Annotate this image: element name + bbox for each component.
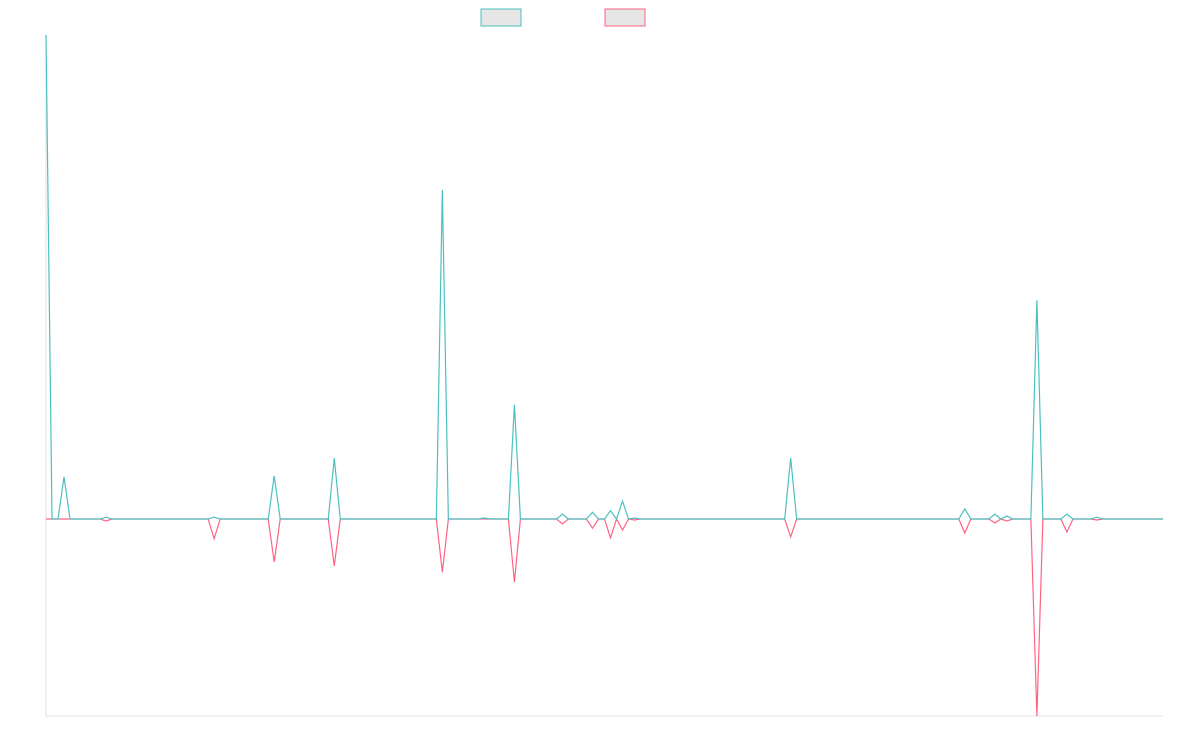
legend-swatch: [480, 8, 522, 27]
series-line: [45, 34, 1163, 521]
legend-swatch: [604, 8, 646, 27]
series-line: [46, 517, 1163, 717]
